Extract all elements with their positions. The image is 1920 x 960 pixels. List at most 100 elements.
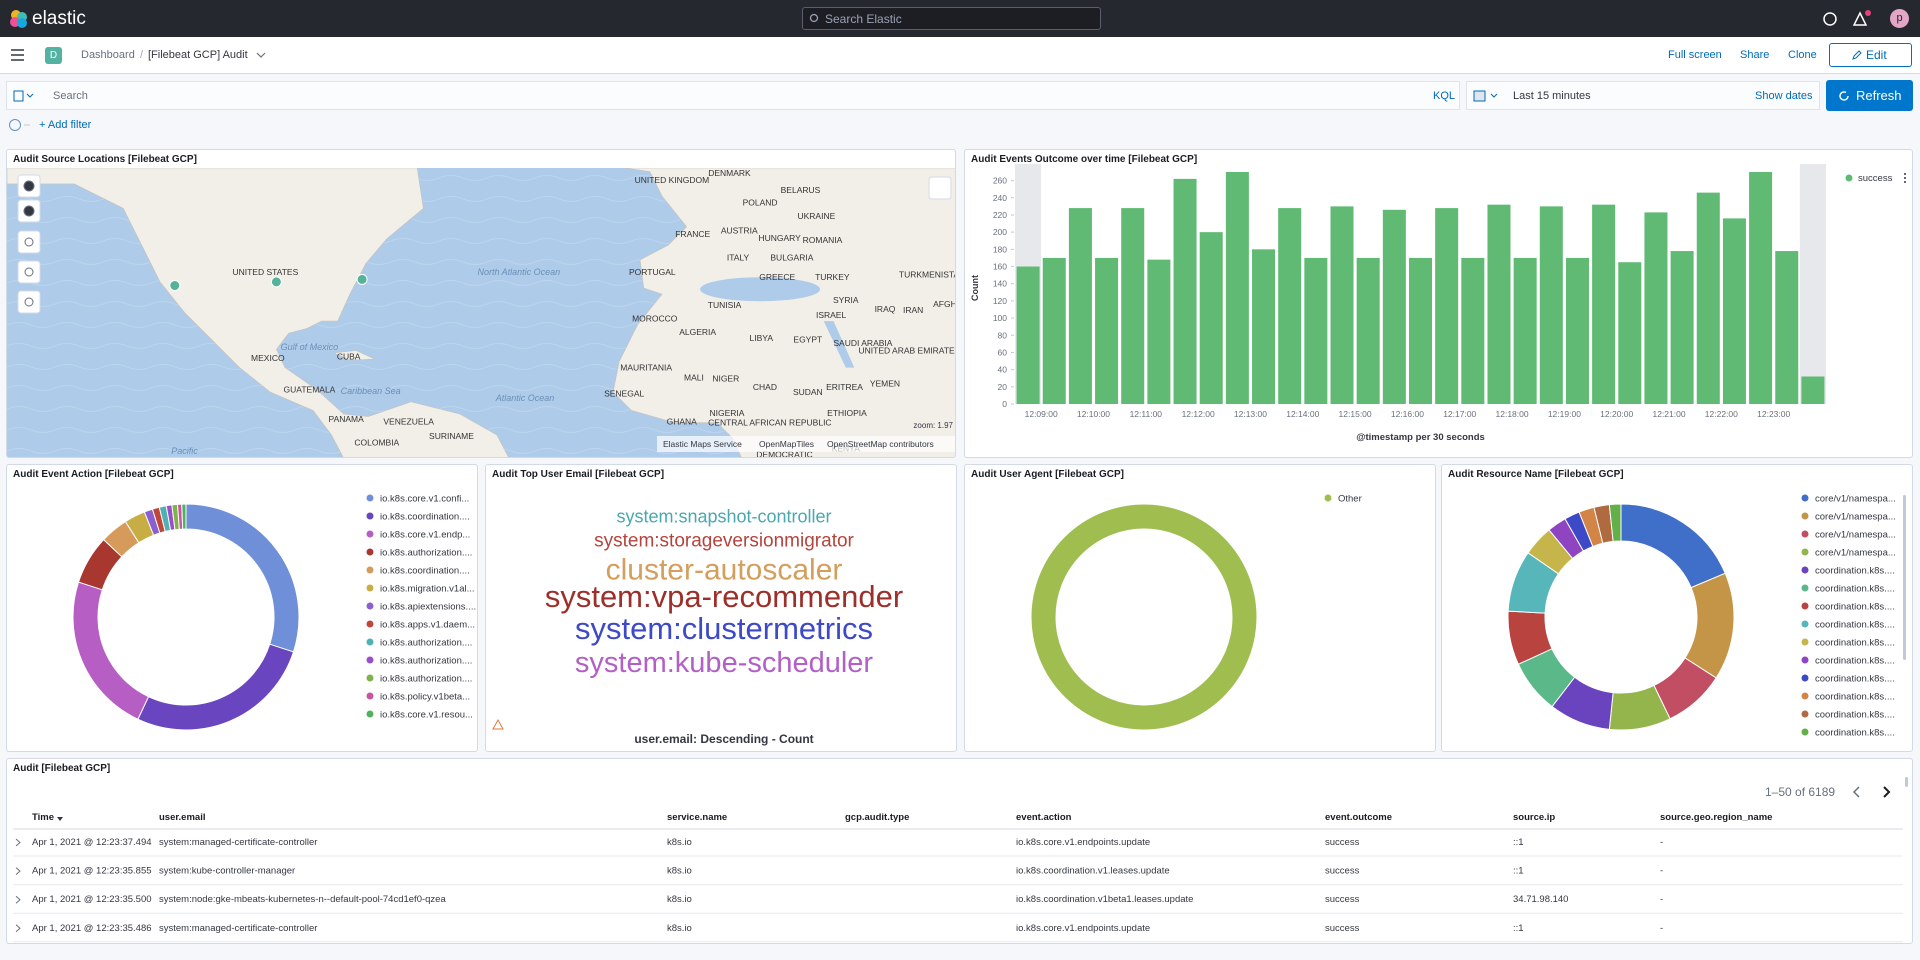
legend-label[interactable]: coordination.k8s.... [1815,692,1895,703]
x-tick-label: 12:17:00 [1443,409,1476,419]
panel-title: Audit Event Action [Filebeat GCP] [13,469,174,480]
legend-label[interactable]: io.k8s.apiextensions.... [380,602,476,613]
show-dates[interactable]: Show dates [1755,90,1813,102]
bar [1173,178,1197,404]
global-search[interactable]: Search Elastic [802,7,1101,30]
legend-label[interactable]: io.k8s.coordination.... [380,566,470,577]
legend-label[interactable]: coordination.k8s.... [1815,638,1895,649]
x-tick-label: 12:16:00 [1391,409,1424,419]
donut-slice[interactable] [1620,503,1726,589]
legend-label[interactable]: Other [1338,494,1362,505]
add-filter[interactable]: + Add filter [39,119,92,131]
donut-slice[interactable] [72,581,150,720]
map-control-icon [23,205,35,217]
column-header[interactable]: source.ip [1513,812,1555,823]
prev-page[interactable] [1852,786,1860,798]
avatar[interactable]: p [1890,9,1909,28]
donut-slice[interactable] [1030,503,1258,731]
legend-label[interactable]: core/v1/namespa... [1815,494,1896,505]
location-point[interactable] [356,273,368,285]
legend-label[interactable]: coordination.k8s.... [1815,710,1895,721]
map-control[interactable] [17,230,41,254]
legend-label[interactable]: io.k8s.migration.v1al... [380,584,475,595]
column-header[interactable]: event.action [1016,812,1072,823]
map-control[interactable] [17,290,41,314]
map-label: UNITED STATES [232,267,298,277]
bar [1356,257,1380,404]
legend-label[interactable]: core/v1/namespa... [1815,530,1896,541]
legend-label[interactable]: io.k8s.apps.v1.daem... [380,620,475,631]
legend-label[interactable]: io.k8s.authorization.... [380,548,472,559]
x-tick-label: 12:14:00 [1286,409,1319,419]
ocean-label: Pacific [171,446,198,456]
legend-label[interactable]: io.k8s.core.v1.confi... [380,494,469,505]
column-header[interactable]: Time [32,812,54,823]
table-cell: system:kube-controller-manager [159,866,295,877]
refresh-button[interactable]: Refresh [1826,80,1913,111]
donut-slice[interactable] [1608,503,1622,542]
date-picker[interactable]: Last 15 minutes Show dates [1466,81,1820,110]
legend-label[interactable]: io.k8s.authorization.... [380,656,472,667]
column-header[interactable]: event.outcome [1325,812,1392,823]
query-input[interactable]: Search KQL [6,81,1460,110]
legend-label[interactable]: io.k8s.core.v1.endp... [380,530,470,541]
legend-label[interactable]: io.k8s.authorization.... [380,638,472,649]
donut-slice[interactable] [137,643,295,731]
table-cell: io.k8s.coordination.v1.leases.update [1016,866,1170,877]
ocean-label: Atlantic Ocean [495,393,555,403]
legend-label[interactable]: core/v1/namespa... [1815,548,1896,559]
legend-label[interactable]: coordination.k8s.... [1815,728,1895,739]
bar [1696,192,1720,404]
header-action[interactable]: Full screen [1668,49,1722,61]
expand-row[interactable] [15,924,21,933]
legend-swatch [366,620,374,628]
location-point[interactable] [169,280,181,292]
legend-label[interactable]: io.k8s.coordination.... [380,512,470,523]
legend-label[interactable]: core/v1/namespa... [1815,512,1896,523]
header-action[interactable]: Share [1740,49,1770,61]
edit-button[interactable]: Edit [1829,43,1912,67]
help-icon[interactable] [1823,12,1837,26]
column-header[interactable]: service.name [667,812,727,823]
expand-row[interactable] [15,867,21,875]
legend-label[interactable]: success [1858,173,1893,184]
map-label: CENTRAL AFRICAN REPUBLIC [708,418,831,428]
panel-canvas [809,13,819,23]
map-control[interactable] [17,260,41,284]
next-page[interactable] [1883,786,1891,798]
header-action[interactable]: Clone [1788,49,1817,61]
land [7,168,509,457]
legend-menu [1904,177,1906,179]
column-header[interactable]: user.email [159,812,205,823]
legend-label[interactable]: io.k8s.policy.v1beta... [380,692,470,703]
y-tick-label: 160 [993,262,1007,272]
map-label: EGYPT [793,334,822,344]
news-icon[interactable] [1852,11,1868,26]
legend-label[interactable]: coordination.k8s.... [1815,566,1895,577]
x-tick-label: 12:21:00 [1652,409,1685,419]
donut-slice[interactable] [185,503,300,653]
column-header[interactable]: source.geo.region_name [1660,812,1772,823]
sea [700,277,821,302]
table-cell: ::1 [1513,837,1524,848]
legend-swatch [1801,728,1809,736]
column-header[interactable]: gcp.audit.type [845,812,909,823]
ocean-label: Caribbean Sea [341,386,401,396]
legend-label[interactable]: coordination.k8s.... [1815,620,1895,631]
legend-label[interactable]: coordination.k8s.... [1815,602,1895,613]
donut-slice[interactable] [181,503,187,530]
expand-row[interactable] [15,838,21,847]
ocean-label: North Atlantic Ocean [477,267,560,277]
breadcrumb[interactable]: Dashboard [81,49,135,61]
location-point[interactable] [270,276,282,288]
legend-label[interactable]: coordination.k8s.... [1815,656,1895,667]
expand-row[interactable] [15,895,21,904]
query-language[interactable]: KQL [1433,90,1456,102]
app-badge: D [45,47,62,64]
legend-label[interactable]: io.k8s.core.v1.resou... [380,710,473,721]
layer-toggle[interactable] [928,176,952,200]
legend-label[interactable]: io.k8s.authorization.... [380,674,472,685]
legend-label[interactable]: coordination.k8s.... [1815,584,1895,595]
map-label: ISRAEL [816,310,847,320]
legend-label[interactable]: coordination.k8s.... [1815,674,1895,685]
